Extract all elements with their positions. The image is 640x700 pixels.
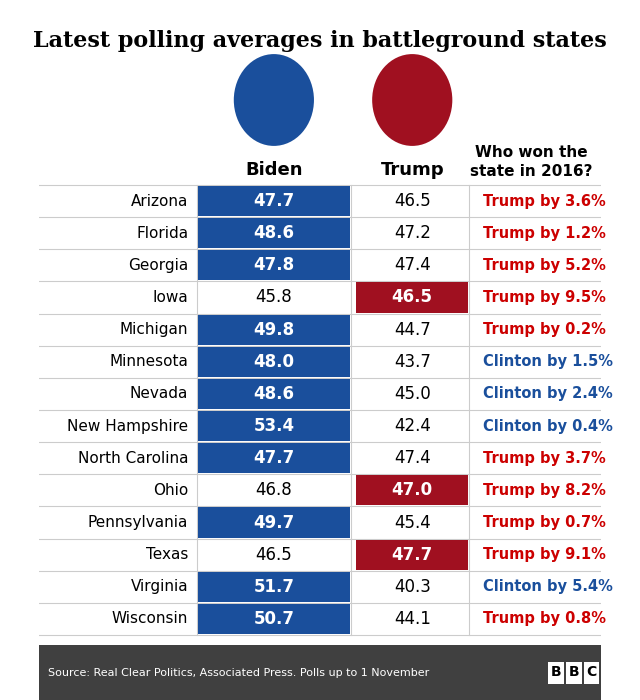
Text: Ohio: Ohio: [153, 483, 188, 498]
Text: 40.3: 40.3: [394, 578, 431, 596]
Text: B: B: [568, 666, 579, 680]
Text: Trump: Trump: [380, 161, 444, 179]
Text: 47.7: 47.7: [253, 449, 294, 467]
Text: 48.6: 48.6: [253, 385, 294, 403]
Circle shape: [232, 52, 316, 148]
Bar: [198, 443, 350, 473]
Text: 49.7: 49.7: [253, 514, 294, 531]
Bar: [198, 411, 350, 441]
Text: Trump by 3.6%: Trump by 3.6%: [483, 194, 605, 209]
Text: Trump by 0.7%: Trump by 0.7%: [483, 515, 605, 530]
Text: 51.7: 51.7: [253, 578, 294, 596]
Text: Trump by 0.2%: Trump by 0.2%: [483, 322, 605, 337]
Bar: [39, 281, 601, 314]
Text: 46.5: 46.5: [394, 192, 431, 210]
Text: Source: Real Clear Politics, Associated Press. Polls up to 1 November: Source: Real Clear Politics, Associated …: [47, 668, 429, 678]
Text: 46.8: 46.8: [255, 482, 292, 499]
Text: 43.7: 43.7: [394, 353, 431, 371]
Text: Clinton by 1.5%: Clinton by 1.5%: [483, 354, 612, 370]
Text: 49.8: 49.8: [253, 321, 294, 339]
Text: Florida: Florida: [136, 225, 188, 241]
Bar: [39, 346, 601, 378]
Circle shape: [370, 52, 454, 148]
Bar: [39, 506, 601, 538]
Bar: [39, 249, 601, 281]
Text: Iowa: Iowa: [152, 290, 188, 305]
Text: Georgia: Georgia: [128, 258, 188, 273]
Text: C: C: [586, 666, 596, 680]
Text: 50.7: 50.7: [253, 610, 294, 628]
Text: 45.0: 45.0: [394, 385, 431, 403]
Text: Who won the
state in 2016?: Who won the state in 2016?: [470, 145, 592, 178]
Bar: [39, 217, 601, 249]
Text: 45.4: 45.4: [394, 514, 431, 531]
Text: 47.4: 47.4: [394, 449, 431, 467]
Text: 48.6: 48.6: [253, 224, 294, 242]
Text: North Carolina: North Carolina: [77, 451, 188, 466]
Bar: [566, 662, 582, 683]
Bar: [584, 662, 600, 683]
Text: Virginia: Virginia: [131, 580, 188, 594]
Bar: [356, 540, 468, 570]
Text: New Hampshire: New Hampshire: [67, 419, 188, 433]
Bar: [39, 442, 601, 475]
Text: Trump by 0.8%: Trump by 0.8%: [483, 611, 605, 626]
Text: Texas: Texas: [146, 547, 188, 562]
Bar: [39, 475, 601, 506]
Bar: [198, 572, 350, 602]
Text: 48.0: 48.0: [253, 353, 294, 371]
Text: Latest polling averages in battleground states: Latest polling averages in battleground …: [33, 30, 607, 52]
Bar: [39, 314, 601, 346]
Bar: [39, 570, 601, 603]
Text: 44.1: 44.1: [394, 610, 431, 628]
Bar: [39, 603, 601, 635]
Text: Trump by 5.2%: Trump by 5.2%: [483, 258, 605, 273]
Bar: [39, 410, 601, 442]
Text: 53.4: 53.4: [253, 417, 294, 435]
Text: Pennsylvania: Pennsylvania: [88, 515, 188, 530]
Bar: [198, 508, 350, 538]
Bar: [198, 314, 350, 344]
Bar: [198, 251, 350, 281]
Text: Trump by 8.2%: Trump by 8.2%: [483, 483, 605, 498]
Bar: [356, 475, 468, 505]
Text: 47.2: 47.2: [394, 224, 431, 242]
Text: 44.7: 44.7: [394, 321, 431, 339]
Bar: [39, 378, 601, 410]
Bar: [198, 218, 350, 248]
Bar: [198, 379, 350, 409]
Text: Wisconsin: Wisconsin: [112, 611, 188, 626]
Text: B: B: [551, 666, 562, 680]
Text: Michigan: Michigan: [120, 322, 188, 337]
Text: 45.8: 45.8: [255, 288, 292, 307]
Text: 46.5: 46.5: [392, 288, 433, 307]
Text: Trump by 9.1%: Trump by 9.1%: [483, 547, 605, 562]
Bar: [39, 538, 601, 570]
Text: 42.4: 42.4: [394, 417, 431, 435]
Text: 47.4: 47.4: [394, 256, 431, 274]
Text: 47.7: 47.7: [392, 545, 433, 564]
Bar: [548, 662, 564, 683]
Text: 47.7: 47.7: [253, 192, 294, 210]
Text: Trump by 3.7%: Trump by 3.7%: [483, 451, 605, 466]
Text: 46.5: 46.5: [255, 545, 292, 564]
Text: Trump by 1.2%: Trump by 1.2%: [483, 225, 605, 241]
Bar: [39, 185, 601, 217]
Bar: [198, 346, 350, 377]
Text: Clinton by 0.4%: Clinton by 0.4%: [483, 419, 612, 433]
Text: Minnesota: Minnesota: [109, 354, 188, 370]
Text: Biden: Biden: [245, 161, 303, 179]
Text: Clinton by 2.4%: Clinton by 2.4%: [483, 386, 612, 401]
Text: 47.0: 47.0: [392, 482, 433, 499]
Text: Clinton by 5.4%: Clinton by 5.4%: [483, 580, 612, 594]
Text: Nevada: Nevada: [130, 386, 188, 401]
Text: Arizona: Arizona: [131, 194, 188, 209]
Bar: [198, 186, 350, 216]
Bar: [198, 604, 350, 634]
Text: 47.8: 47.8: [253, 256, 294, 274]
Bar: [356, 282, 468, 313]
Bar: [39, 645, 601, 700]
Text: Trump by 9.5%: Trump by 9.5%: [483, 290, 605, 305]
